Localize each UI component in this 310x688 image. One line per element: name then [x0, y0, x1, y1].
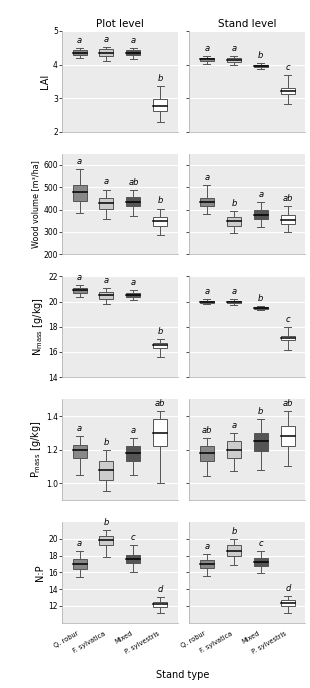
Bar	[153, 420, 167, 447]
Y-axis label: N:P: N:P	[35, 564, 46, 581]
Text: b: b	[258, 294, 263, 303]
Text: a: a	[131, 36, 136, 45]
Bar	[200, 58, 214, 61]
Text: a: a	[204, 287, 210, 296]
Bar	[227, 58, 241, 62]
Bar	[281, 426, 295, 447]
Bar	[153, 217, 167, 226]
Bar	[227, 301, 241, 303]
Bar	[281, 336, 295, 341]
Bar	[153, 99, 167, 111]
Text: b: b	[231, 199, 237, 208]
Bar	[153, 343, 167, 347]
Text: b: b	[158, 327, 163, 336]
Text: c: c	[286, 63, 290, 72]
Bar	[126, 293, 140, 297]
Text: d: d	[285, 584, 290, 593]
Bar	[281, 87, 295, 94]
Y-axis label: LAI: LAI	[40, 74, 50, 89]
Text: a: a	[204, 44, 210, 53]
Bar	[100, 461, 113, 480]
Text: a: a	[231, 288, 237, 297]
Bar	[254, 65, 268, 67]
Text: a: a	[104, 276, 109, 285]
Text: ab: ab	[155, 399, 166, 408]
Bar	[254, 558, 268, 566]
Bar	[254, 210, 268, 219]
Bar	[200, 198, 214, 206]
Text: a: a	[131, 279, 136, 288]
Text: d: d	[158, 585, 163, 594]
Text: b: b	[158, 74, 163, 83]
Text: a: a	[77, 36, 82, 45]
Text: a: a	[231, 421, 237, 430]
Text: Stand type: Stand type	[156, 669, 210, 680]
Bar	[73, 444, 86, 458]
Text: a: a	[131, 426, 136, 435]
Bar	[100, 536, 113, 546]
Text: a: a	[77, 424, 82, 433]
Bar	[227, 441, 241, 458]
Bar	[200, 560, 214, 568]
Bar	[227, 546, 241, 557]
Text: a: a	[104, 35, 109, 44]
Bar	[100, 50, 113, 56]
Text: b: b	[258, 51, 263, 60]
Text: a: a	[204, 542, 210, 551]
Text: a: a	[77, 539, 82, 548]
Bar	[254, 307, 268, 309]
Text: a: a	[104, 178, 109, 186]
Bar	[100, 198, 113, 208]
Text: b: b	[158, 197, 163, 206]
Text: a: a	[77, 272, 82, 281]
Bar	[281, 215, 295, 224]
Bar	[153, 602, 167, 607]
Bar	[126, 555, 140, 563]
Y-axis label: Wood volume [m³/ha]: Wood volume [m³/ha]	[31, 160, 40, 248]
Y-axis label: P$_{\mathregular{mass}}$ [g/kg]: P$_{\mathregular{mass}}$ [g/kg]	[29, 421, 43, 478]
Text: a: a	[258, 190, 263, 199]
Text: a: a	[77, 158, 82, 166]
Text: ab: ab	[202, 426, 212, 435]
Text: c: c	[131, 533, 136, 542]
Bar	[126, 447, 140, 461]
Bar	[73, 185, 86, 201]
Bar	[73, 559, 86, 569]
Bar	[200, 447, 214, 461]
Bar	[100, 292, 113, 299]
Text: ab: ab	[283, 399, 293, 408]
Text: a: a	[204, 173, 210, 182]
Bar	[227, 217, 241, 226]
Text: c: c	[286, 315, 290, 325]
Text: ab: ab	[128, 178, 139, 187]
Title: Plot level: Plot level	[96, 19, 144, 29]
Bar	[281, 600, 295, 606]
Title: Stand level: Stand level	[218, 19, 277, 29]
Y-axis label: N$_{\mathregular{mass}}$ [g/kg]: N$_{\mathregular{mass}}$ [g/kg]	[31, 297, 46, 356]
Bar	[254, 433, 268, 451]
Bar	[73, 288, 86, 293]
Text: b: b	[104, 438, 109, 447]
Text: c: c	[259, 539, 263, 548]
Bar	[126, 50, 140, 56]
Text: b: b	[104, 518, 109, 528]
Bar	[126, 197, 140, 206]
Text: a: a	[231, 45, 237, 54]
Bar	[200, 301, 214, 303]
Bar	[73, 50, 86, 56]
Text: b: b	[258, 407, 263, 416]
Text: b: b	[231, 527, 237, 536]
Text: ab: ab	[283, 194, 293, 203]
